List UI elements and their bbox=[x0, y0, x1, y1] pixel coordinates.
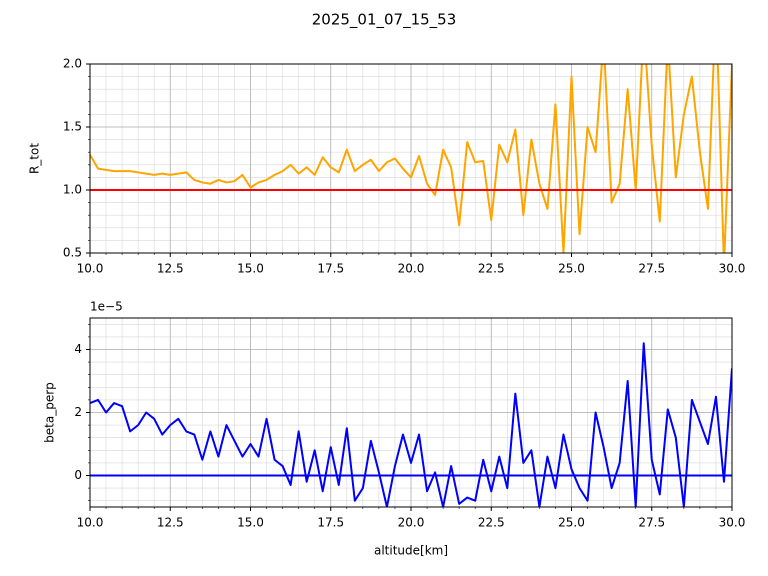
x-tick-label: 25.0 bbox=[558, 516, 585, 530]
data-line bbox=[90, 64, 732, 253]
y-tick-label: 1.0 bbox=[63, 183, 82, 197]
figure-title: 2025_01_07_15_53 bbox=[312, 11, 457, 30]
x-tick-label: 12.5 bbox=[157, 516, 184, 530]
x-tick-label: 27.5 bbox=[638, 516, 665, 530]
x-tick-label: 17.5 bbox=[317, 262, 344, 276]
y-axis-label: beta_perp bbox=[43, 382, 57, 443]
x-tick-label: 15.0 bbox=[237, 516, 264, 530]
x-tick-label: 10.0 bbox=[77, 516, 104, 530]
x-tick-label: 22.5 bbox=[478, 516, 505, 530]
x-tick-label: 22.5 bbox=[478, 262, 505, 276]
axes-frame bbox=[89, 63, 733, 254]
y-tick-label: 4 bbox=[74, 342, 82, 356]
y-tick-label: 0.5 bbox=[63, 246, 82, 260]
y-axis-label: R_tot bbox=[28, 143, 42, 174]
y-offset-label: 1e−5 bbox=[90, 300, 123, 314]
x-tick-label: 20.0 bbox=[398, 516, 425, 530]
plot-area bbox=[90, 342, 732, 507]
y-tick-label: 2.0 bbox=[63, 57, 82, 71]
y-tick-label: 0 bbox=[74, 468, 82, 482]
x-tick-label: 15.0 bbox=[237, 262, 264, 276]
x-tick-label: 30.0 bbox=[719, 516, 746, 530]
x-tick-label: 25.0 bbox=[558, 262, 585, 276]
axes-frame bbox=[89, 317, 733, 508]
y-tick-label: 1.5 bbox=[63, 120, 82, 134]
x-tick-label: 30.0 bbox=[719, 262, 746, 276]
x-tick-label: 12.5 bbox=[157, 262, 184, 276]
data-line bbox=[90, 342, 732, 507]
y-tick-label: 2 bbox=[74, 405, 82, 419]
x-tick-label: 27.5 bbox=[638, 262, 665, 276]
x-tick-label: 10.0 bbox=[77, 262, 104, 276]
x-tick-label: 20.0 bbox=[398, 262, 425, 276]
plot-area bbox=[90, 64, 732, 253]
x-tick-label: 17.5 bbox=[317, 516, 344, 530]
x-axis-label: altitude[km] bbox=[374, 544, 448, 558]
